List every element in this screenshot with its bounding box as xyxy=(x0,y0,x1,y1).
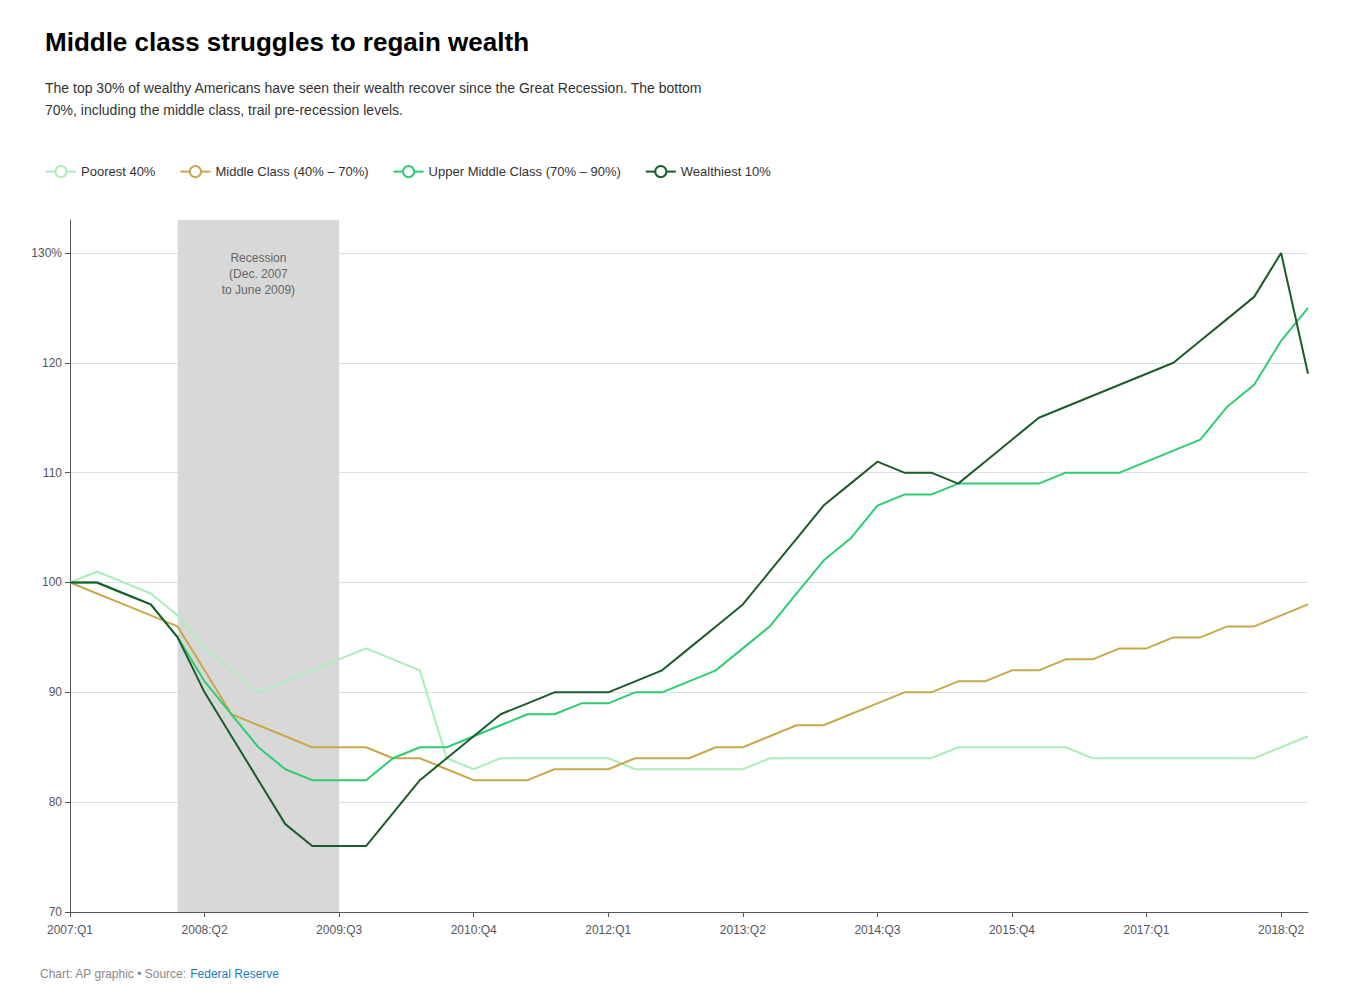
svg-text:Poorest 40%: Poorest 40% xyxy=(81,164,156,179)
svg-text:Chart: AP graphic • Source:: Chart: AP graphic • Source: xyxy=(40,967,189,981)
svg-text:80: 80 xyxy=(49,795,63,809)
svg-text:2013:Q2: 2013:Q2 xyxy=(720,923,766,937)
svg-text:90: 90 xyxy=(49,685,63,699)
svg-text:Recession: Recession xyxy=(230,251,286,265)
svg-text:Federal Reserve: Federal Reserve xyxy=(190,967,279,981)
svg-text:70%, including the middle clas: 70%, including the middle class, trail p… xyxy=(45,102,403,118)
svg-text:2018:Q2: 2018:Q2 xyxy=(1258,923,1304,937)
svg-text:2009:Q3: 2009:Q3 xyxy=(316,923,362,937)
svg-text:The top 30% of wealthy America: The top 30% of wealthy Americans have se… xyxy=(45,80,702,96)
svg-text:2015:Q4: 2015:Q4 xyxy=(989,923,1035,937)
svg-text:Upper Middle Class (70% – 90%): Upper Middle Class (70% – 90%) xyxy=(429,164,621,179)
svg-text:100: 100 xyxy=(42,575,62,589)
svg-text:2017:Q1: 2017:Q1 xyxy=(1123,923,1169,937)
svg-text:2008:Q2: 2008:Q2 xyxy=(182,923,228,937)
svg-text:70: 70 xyxy=(49,905,63,919)
svg-text:130%: 130% xyxy=(31,246,62,260)
svg-text:Middle class struggles to rega: Middle class struggles to regain wealth xyxy=(45,27,529,57)
svg-text:2010:Q4: 2010:Q4 xyxy=(451,923,497,937)
svg-text:(Dec. 2007: (Dec. 2007 xyxy=(229,267,288,281)
svg-text:Wealthiest 10%: Wealthiest 10% xyxy=(681,164,772,179)
svg-text:to June 2009): to June 2009) xyxy=(222,283,295,297)
svg-text:Middle Class (40% – 70%): Middle Class (40% – 70%) xyxy=(215,164,368,179)
svg-text:2007:Q1: 2007:Q1 xyxy=(47,923,93,937)
svg-text:120: 120 xyxy=(42,356,62,370)
svg-text:2012:Q1: 2012:Q1 xyxy=(585,923,631,937)
svg-text:110: 110 xyxy=(43,466,62,480)
svg-text:2014:Q3: 2014:Q3 xyxy=(854,923,900,937)
